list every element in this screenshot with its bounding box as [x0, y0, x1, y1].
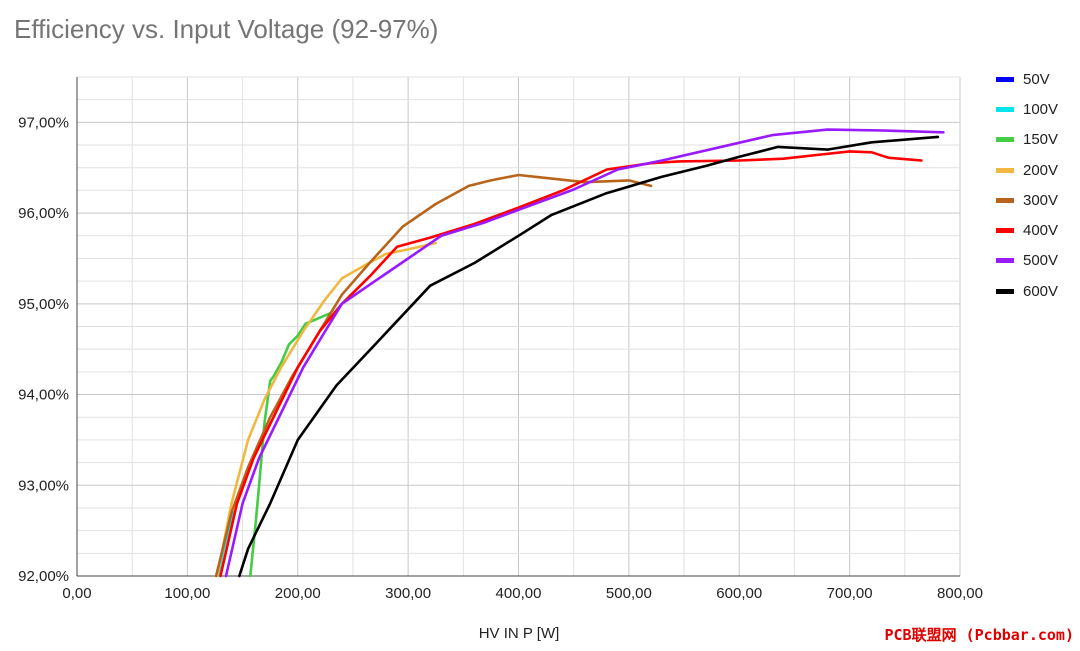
- legend-label: 300V: [1023, 191, 1059, 209]
- x-tick-label: 300,00: [385, 585, 431, 602]
- y-tick-label: 96,00%: [18, 205, 69, 222]
- series-lines: [214, 128, 945, 578]
- legend-item-600V: 600V: [996, 276, 1058, 306]
- legend-item-100V: 100V: [996, 94, 1058, 124]
- x-tick-label: 0,00: [62, 585, 91, 602]
- legend-swatch: [996, 106, 1014, 112]
- x-tick-label: 200,00: [275, 585, 321, 602]
- y-tick-label: 95,00%: [18, 296, 69, 313]
- legend-label: 600V: [1023, 282, 1059, 300]
- legend-item-300V: 300V: [996, 185, 1058, 215]
- legend-label: 400V: [1023, 222, 1059, 240]
- legend-item-500V: 500V: [996, 246, 1058, 276]
- y-tick-label: 93,00%: [18, 477, 69, 494]
- legend-swatch: [996, 258, 1014, 264]
- legend-item-400V: 400V: [996, 215, 1058, 245]
- legend-label: 500V: [1023, 252, 1059, 270]
- series-line-500V: [224, 128, 945, 578]
- x-tick-label: 400,00: [496, 585, 542, 602]
- series-line-400V: [219, 150, 923, 578]
- series-line-150V: [249, 311, 333, 578]
- chart-title: Efficiency vs. Input Voltage (92-97%): [14, 14, 439, 44]
- series-line-200V: [215, 241, 437, 578]
- legend: 50V 100V 150V 200V 300V 400V 500V 600V: [996, 64, 1058, 306]
- y-tick-labels: 92,00% 93,00% 94,00% 95,00% 96,00% 97,00%: [18, 114, 69, 585]
- watermark: PCB联盟网 (Pcbbar.com): [884, 626, 1075, 644]
- x-tick-label: 500,00: [606, 585, 652, 602]
- legend-item-150V: 150V: [996, 125, 1058, 155]
- x-tick-label: 600,00: [716, 585, 762, 602]
- legend-label: 50V: [1023, 70, 1050, 88]
- legend-item-200V: 200V: [996, 155, 1058, 185]
- grid: [76, 76, 961, 577]
- y-tick-label: 92,00%: [18, 568, 69, 585]
- series-line-300V: [214, 173, 653, 578]
- legend-swatch: [996, 288, 1014, 294]
- x-tick-label: 800,00: [937, 585, 983, 602]
- y-tick-label: 97,00%: [18, 114, 69, 131]
- x-tick-labels: 0,00 100,00 200,00 300,00 400,00 500,00 600,00…: [62, 585, 983, 602]
- legend-swatch: [996, 228, 1014, 234]
- x-tick-label: 100,00: [164, 585, 210, 602]
- y-tick-label: 94,00%: [18, 387, 69, 404]
- legend-swatch: [996, 76, 1014, 82]
- legend-label: 200V: [1023, 161, 1059, 179]
- series-line-600V: [238, 135, 940, 578]
- legend-swatch: [996, 167, 1014, 173]
- series-line-100V: [217, 511, 235, 578]
- legend-label: 100V: [1023, 100, 1059, 118]
- legend-label: 150V: [1023, 131, 1059, 149]
- legend-swatch: [996, 137, 1014, 143]
- x-tick-label: 700,00: [827, 585, 873, 602]
- x-axis-label: HV IN P [W]: [479, 625, 560, 642]
- legend-item-50V: 50V: [996, 64, 1058, 94]
- legend-swatch: [996, 197, 1014, 203]
